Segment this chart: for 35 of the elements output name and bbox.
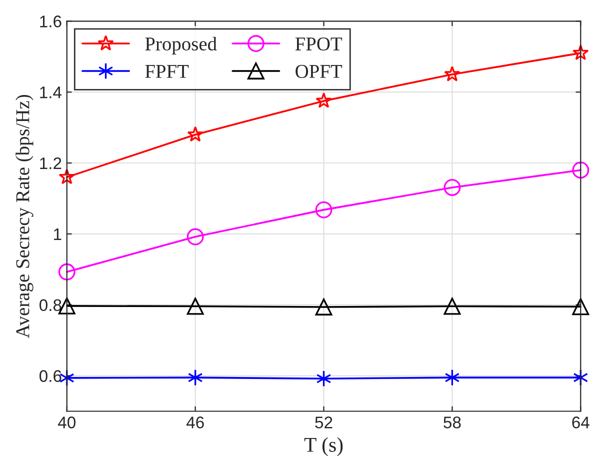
x-tick-label: 64 [572,416,590,428]
point [187,126,204,142]
point [572,44,589,60]
legend-label: FPFT [145,65,189,78]
x-tick-label: 52 [315,416,332,428]
point [573,369,588,386]
point [186,228,204,246]
x-tick-label: 58 [444,416,461,428]
x-axis-title: T (s) [304,437,343,456]
y-tick-label: 0.6 [40,370,62,382]
point [444,179,461,196]
legend-label: OPFT [296,64,342,78]
y-tick-label: 1.6 [40,16,62,28]
legend-label: FPOT [295,37,342,51]
y-tick-label: 1 [54,228,62,240]
point [188,369,203,386]
point [444,298,461,315]
point [316,370,332,388]
point [316,92,332,108]
x-tick-label: 40 [58,416,76,428]
point [58,263,76,280]
legend-label: Proposed [145,36,217,54]
point [315,298,332,316]
y-tick-label: 1.2 [40,157,62,170]
point [444,369,460,386]
point [572,298,590,316]
y-tick-label: 0.8 [40,299,62,312]
point [58,168,75,184]
point [572,162,590,179]
y-tick-label: 1.4 [40,86,62,98]
point [315,201,332,218]
y-axis-title: Average Secrecy Rate (bps/Hz) [16,94,34,338]
point [444,66,460,82]
point [186,298,204,315]
x-tick-label: 46 [186,416,204,428]
